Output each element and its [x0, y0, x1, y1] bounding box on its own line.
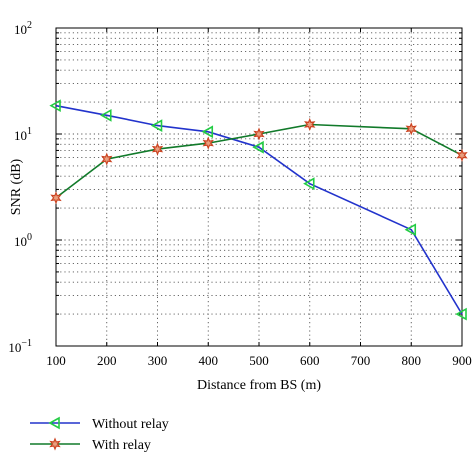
legend-marker-with-relay — [49, 437, 61, 451]
legend-label-without-relay: Without relay — [92, 417, 169, 432]
x-tick-label: 300 — [148, 353, 168, 368]
x-tick-label: 700 — [351, 353, 371, 368]
legend-marker-without-relay — [48, 416, 60, 430]
data-point-with-relay — [456, 148, 468, 162]
legend-item-without-relay: Without relay — [30, 416, 169, 432]
data-point-with-relay — [50, 191, 62, 205]
y-tick-label: 10−1 — [8, 338, 32, 355]
data-point-with-relay — [253, 127, 265, 141]
data-point-without-relay — [404, 223, 417, 237]
data-point-without-relay — [201, 125, 214, 139]
x-axis-ticks: 100 200 300 400 500 600 700 800 900 — [46, 28, 472, 368]
x-tick-label: 400 — [199, 353, 219, 368]
data-point-with-relay — [151, 142, 164, 156]
series-group — [49, 99, 468, 321]
x-tick-label: 500 — [249, 353, 269, 368]
y-tick-label: 100 — [14, 232, 32, 249]
data-point-without-relay — [100, 108, 112, 122]
legend: Without relay With relay — [30, 416, 169, 453]
grid — [56, 28, 462, 346]
data-point-without-relay — [150, 119, 163, 132]
x-tick-label: 100 — [46, 353, 66, 368]
legend-item-with-relay: With relay — [30, 437, 151, 453]
data-point-with-relay — [101, 152, 113, 166]
y-tick-label: 102 — [14, 20, 32, 37]
series-with-relay — [50, 117, 468, 205]
data-point-with-relay — [202, 136, 214, 150]
data-point-without-relay — [252, 140, 264, 154]
y-tick-label: 101 — [14, 126, 32, 143]
x-tick-label: 200 — [97, 353, 117, 368]
plot-frame — [55, 27, 463, 347]
x-tick-label: 600 — [300, 353, 320, 368]
x-tick-label: 800 — [402, 353, 422, 368]
data-point-without-relay — [303, 177, 315, 191]
data-point-with-relay — [405, 122, 417, 136]
y-axis-ticks: 102 101 100 10−1 — [8, 20, 462, 355]
x-tick-label: 900 — [452, 353, 472, 368]
series-without-relay — [49, 99, 467, 321]
data-point-without-relay — [455, 307, 467, 321]
series-line-without-relay — [55, 104, 463, 315]
y-axis-label: SNR (dB) — [9, 158, 24, 215]
data-point-with-relay — [304, 117, 316, 132]
series-line-with-relay — [55, 123, 463, 199]
x-axis-label: Distance from BS (m) — [197, 378, 321, 393]
legend-label-with-relay: With relay — [92, 438, 151, 453]
data-point-without-relay — [49, 99, 61, 113]
